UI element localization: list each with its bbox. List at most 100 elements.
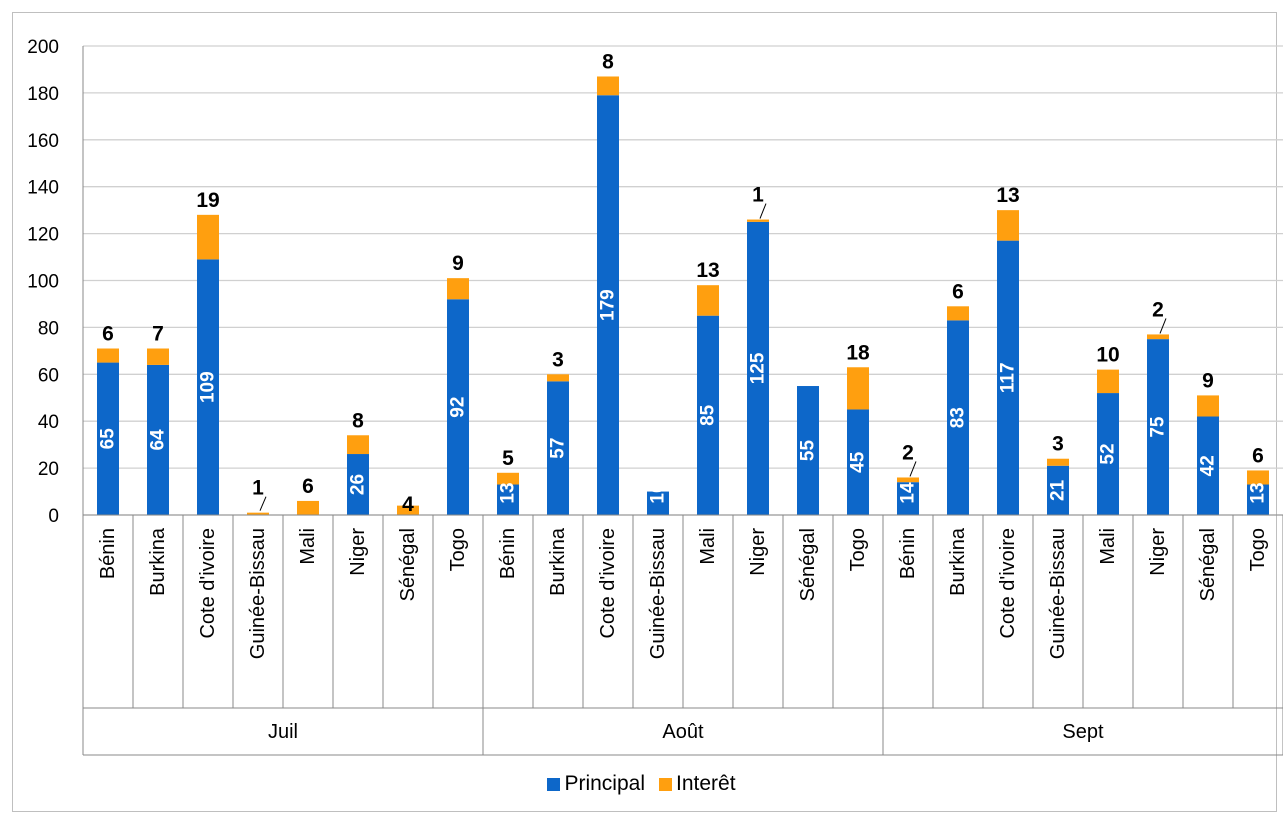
data-label-principal: 55 (798, 440, 819, 462)
bar-interet-mali (297, 500, 319, 515)
bar-principal-togo (1247, 484, 1269, 515)
bar-interet-mali (697, 285, 719, 316)
data-label-interet: 8 (602, 50, 614, 73)
x-category-label-cote-d-ivoire: Cote d'ivoire (597, 528, 619, 639)
y-tick-label: 140 (27, 178, 59, 199)
y-tick-label: 0 (48, 506, 59, 527)
bar-principal-mali (697, 315, 719, 515)
data-label-principal: 21 (1048, 479, 1069, 501)
x-category-label-togo: Togo (447, 528, 469, 571)
y-tick-label: 100 (27, 272, 59, 293)
y-tick-label: 20 (38, 459, 59, 480)
bar-principal-guinee-bissau (1047, 465, 1069, 515)
bar-principal-togo (847, 409, 869, 515)
y-tick-label: 160 (27, 131, 59, 152)
data-label-interet: 6 (302, 475, 314, 498)
label-leader-line (1159, 318, 1167, 334)
bar-principal-mali (1097, 393, 1119, 515)
label-leader-line (759, 203, 767, 219)
data-label-principal: 26 (348, 474, 369, 495)
label-leader-line (909, 461, 917, 477)
x-axis: Bénin Burkina Cote d'ivoire Guinée-Bissau Ma… (82, 514, 1283, 756)
x-category-label-togo: Togo (847, 528, 869, 571)
data-label-principal: 64 (148, 429, 169, 451)
x-category-label-mali: Mali (1097, 528, 1119, 565)
data-label-interet: 1 (752, 184, 764, 207)
bar-interet-niger (1147, 334, 1169, 340)
data-label-interet: 6 (102, 323, 114, 346)
bar-interet-togo (447, 278, 469, 300)
legend: Principal Interêt (0, 772, 1283, 796)
data-label-principal: 10 (648, 482, 669, 503)
data-label-interet: 2 (902, 441, 914, 464)
bar-principal-niger (1147, 339, 1169, 515)
x-category-label-burkina: Burkina (547, 527, 569, 596)
bar-interet-guinee-bissau (247, 512, 269, 515)
chart-frame (12, 12, 1277, 812)
data-label-interet: 7 (152, 323, 164, 346)
y-tick-label: 40 (38, 412, 59, 433)
data-label-principal: 0 (298, 488, 319, 499)
data-label-principal: 42 (1198, 455, 1219, 476)
bar-interet-benin (497, 472, 519, 485)
bar-interet-cote-d-ivoire (997, 210, 1019, 241)
x-category-label-senegal: Sénégal (1197, 528, 1219, 601)
bar-principal-benin (897, 482, 919, 515)
bar-interet-benin (897, 477, 919, 483)
bar-principal-cote-d-ivoire (597, 95, 619, 516)
data-label-interet: 10 (1096, 344, 1119, 367)
legend-swatch-interet (659, 777, 672, 791)
data-label-interet: 18 (846, 341, 870, 364)
y-tick-label: 120 (27, 225, 59, 246)
x-category-label-benin: Bénin (497, 528, 519, 579)
y-tick-label: 60 (38, 365, 59, 386)
x-group-label-juil: Juil (268, 721, 298, 743)
data-label-interet: 1 (252, 477, 264, 500)
data-label-principal: 57 (548, 438, 569, 459)
data-label-interet: 2 (1152, 298, 1164, 321)
legend-label-principal: Principal (564, 772, 645, 795)
bar-principal-burkina (947, 320, 969, 515)
bar-principal-benin (97, 362, 119, 515)
bar-interet-senegal (397, 505, 419, 515)
data-label-interet: 9 (452, 252, 464, 275)
data-label-principal: 13 (498, 482, 519, 503)
x-category-label-guinee-bissau: Guinée-Bissau (1047, 528, 1069, 659)
data-label-principal: 75 (1148, 416, 1169, 438)
bar-interet-senegal (1197, 395, 1219, 417)
bar-interet-niger (747, 219, 769, 222)
x-category-label-mali: Mali (297, 528, 319, 565)
data-label-interet: 5 (502, 447, 514, 470)
bar-interet-cote-d-ivoire (597, 76, 619, 96)
data-label-principal: 52 (1098, 443, 1119, 464)
data-label-interet: 6 (952, 280, 964, 303)
bar-interet-burkina (547, 374, 569, 382)
bar-interet-togo (1247, 470, 1269, 485)
x-category-label-benin: Bénin (97, 528, 119, 579)
bar-interet-niger (347, 435, 369, 455)
data-label-interet: 4 (402, 493, 414, 516)
bar-principal-togo (447, 299, 469, 515)
data-label-principal: 13 (1248, 482, 1269, 503)
data-label-interet: 13 (696, 259, 719, 282)
bar-principal-burkina (547, 381, 569, 515)
data-label-principal: 179 (598, 289, 619, 321)
data-label-interet: 13 (996, 184, 1019, 207)
x-category-label-niger: Niger (747, 528, 769, 576)
x-group-label-sept: Sept (1062, 721, 1104, 743)
y-tick-label: 180 (27, 84, 59, 105)
bars (97, 76, 1269, 516)
x-category-label-niger: Niger (1147, 528, 1169, 576)
data-label-principal: 14 (898, 482, 919, 504)
bar-interet-mali (1097, 369, 1119, 394)
bar-interet-guinee-bissau (1047, 458, 1069, 466)
x-category-label-burkina: Burkina (147, 527, 169, 596)
x-category-label-senegal: Sénégal (797, 528, 819, 601)
data-label-interet: 3 (552, 348, 564, 371)
bar-interet-togo (847, 367, 869, 410)
data-label-interet: 19 (196, 189, 219, 212)
x-category-label-cote-d-ivoire: Cote d'ivoire (997, 528, 1019, 639)
data-label-interet: 9 (1202, 369, 1214, 392)
bar-interet-benin (97, 348, 119, 363)
